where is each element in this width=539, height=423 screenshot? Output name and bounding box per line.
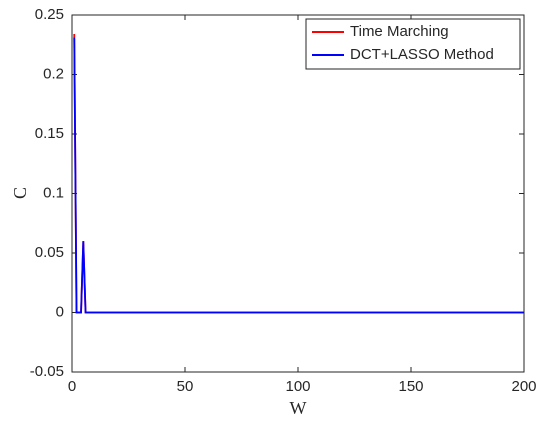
- x-tick-label: 200: [511, 378, 536, 395]
- x-tick-label: 150: [398, 378, 423, 395]
- legend-label: DCT+LASSO Method: [350, 46, 494, 63]
- y-tick-label: 0: [56, 303, 64, 320]
- x-tick-label: 100: [285, 378, 310, 395]
- y-axis-label: C: [10, 187, 30, 199]
- x-axis-label: W: [290, 398, 307, 418]
- y-tick-label: -0.05: [30, 363, 64, 380]
- y-tick-label: 0.05: [35, 244, 64, 261]
- y-tick-label: 0.2: [43, 65, 64, 82]
- legend-box: [305, 18, 521, 70]
- x-tick-label: 0: [68, 378, 76, 395]
- y-tick-label: 0.1: [43, 184, 64, 201]
- series-line: [73, 37, 524, 314]
- y-tick-label: 0.15: [35, 125, 64, 142]
- legend-label: Time Marching: [350, 23, 449, 40]
- y-tick-label: 0.25: [35, 6, 64, 23]
- x-tick-label: 50: [177, 378, 194, 395]
